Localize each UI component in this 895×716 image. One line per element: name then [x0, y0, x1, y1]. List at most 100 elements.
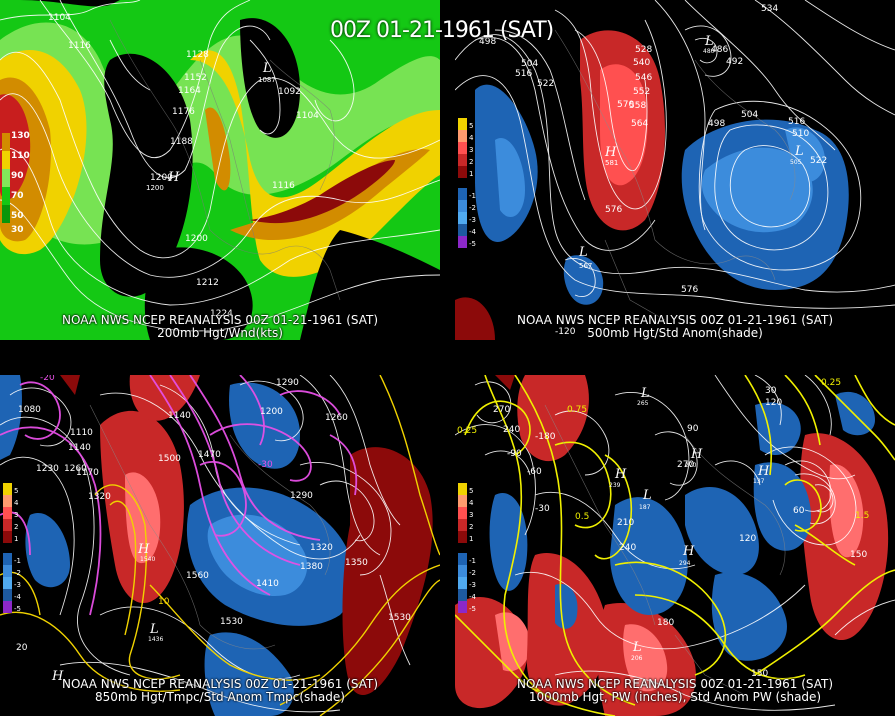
high-center: H	[604, 145, 617, 160]
contour-label: 1500	[158, 454, 181, 464]
high-center-value: 239	[609, 482, 621, 489]
contour-label: 1116	[272, 181, 295, 191]
contour-label: 1152	[184, 73, 207, 83]
high-center: H	[137, 542, 150, 557]
high-center: H	[757, 464, 770, 479]
contour-label: 1116	[68, 41, 91, 51]
contour-label: 1080	[18, 405, 41, 415]
legend-label: -2	[469, 569, 476, 577]
legend-labels-500mb: 5 4 3 2 1 -1 -2 -3 -4 -5	[469, 122, 477, 248]
contour-label: 1290	[290, 491, 313, 501]
low-center: L	[262, 61, 272, 76]
contour-labels-500mb: 534 498 504 516 522 528 540 546 552 558 …	[479, 4, 827, 295]
legend-label: -4	[469, 593, 477, 601]
pressure-centers-200mb: H 1200 L 1087	[146, 61, 276, 192]
high-center: H	[682, 544, 695, 559]
contour-label: 504	[521, 59, 538, 69]
legend-500mb	[458, 118, 467, 248]
contour-label: 498	[479, 37, 496, 47]
contour-label: 546	[635, 73, 652, 83]
contour-labels-850mb: 1080 1110 1140 1170 1230 1260 1320 1500 …	[16, 375, 411, 653]
legend-label: 4	[469, 499, 474, 507]
contour-label: 1.5	[855, 511, 869, 521]
contour-label: 120	[765, 398, 782, 408]
legend-label: -5	[469, 605, 476, 613]
legend-200mb	[2, 115, 10, 223]
contour-label: 270	[677, 460, 694, 470]
contour-label: 498	[708, 119, 725, 129]
high-center: H	[614, 467, 627, 482]
low-center-value: 1436	[148, 636, 163, 643]
legend-label: 5	[469, 122, 473, 130]
contour-label: -60	[527, 467, 542, 477]
contour-label: 240	[619, 543, 636, 553]
contour-label: 576	[681, 285, 698, 295]
legend-labels-1000mb: 5 4 3 2 1 -1 -2 -3 -4 -5	[469, 487, 477, 613]
legend-label: 70	[11, 191, 24, 201]
contour-labels-1000mb: 270 240 -90 -60 -30 90 120 60 30 0.25 0.…	[457, 378, 869, 679]
high-center: H	[167, 170, 180, 185]
legend-labels-200mb: 130 110 90 70 50 30	[11, 131, 30, 235]
panel-200mb: 130 110 90 70 50 30 1104 1116 1128 1152 …	[0, 0, 440, 340]
contour-label: 120	[739, 534, 756, 544]
legend-label: -1	[14, 557, 21, 565]
main-title: 00Z 01-21-1961 (SAT)	[330, 18, 554, 43]
contour-label: 1110	[70, 428, 93, 438]
map-850mb: 5 4 3 2 1 -1 -2 -3 -4 -5 1080 1110 1140 …	[0, 375, 440, 716]
contour-label: 534	[761, 4, 778, 14]
legend-label: -5	[469, 240, 476, 248]
contour-label: 1290	[276, 378, 299, 388]
pressure-centers-850mb: H 1540 L 1436 H	[51, 542, 163, 684]
contour-label: 1140	[68, 443, 91, 453]
longitude-label: -120	[555, 327, 576, 337]
low-center-value: 206	[631, 655, 643, 662]
caption-line2: 850mb Hgt/Tmpc/Std Anom Tmpc(shade)	[95, 690, 345, 704]
legend-label: 110	[11, 151, 30, 161]
contour-label: -90	[507, 449, 522, 459]
legend-label: -1	[469, 557, 476, 565]
caption-line2: 500mb Hgt/Std Anom(shade)	[587, 326, 763, 340]
contour-label: 1200	[260, 407, 283, 417]
contour-label: -30	[258, 460, 273, 470]
legend-label: -4	[14, 593, 22, 601]
panel-850mb: 5 4 3 2 1 -1 -2 -3 -4 -5 1080 1110 1140 …	[0, 375, 440, 716]
contour-label: 90	[687, 424, 699, 434]
high-center-value: 270	[685, 462, 697, 469]
contour-label: 1260	[325, 413, 348, 423]
high-center-value: 1200	[146, 184, 164, 192]
contour-label: 1560	[186, 571, 209, 581]
contour-label: 0.5	[575, 512, 589, 522]
contour-label: 1224	[210, 309, 233, 319]
map-1000mb: 5 4 3 2 1 -1 -2 -3 -4 -5 270 240 -90 -60…	[455, 375, 895, 716]
legend-label: 5	[14, 487, 18, 495]
contour-label: 1410	[256, 579, 279, 589]
caption-line1: NOAA NWS NCEP REANALYSIS 00Z 01-21-1961 …	[61, 677, 379, 691]
legend-1000mb	[458, 483, 467, 613]
legend-label: -3	[469, 216, 476, 224]
caption-line1: NOAA NWS NCEP REANALYSIS 00Z 01-21-1961 …	[516, 313, 834, 327]
pressure-centers-1000mb: H 270 H 239 L 187 H 294 L 265 H 137 L 20…	[609, 386, 770, 662]
legend-labels-850mb: 5 4 3 2 1 -1 -2 -3 -4 -5	[14, 487, 22, 613]
legend-label: 1	[469, 535, 473, 543]
legend-label: 1	[14, 535, 18, 543]
contour-label: 0.25	[457, 426, 477, 436]
contour-label: 150	[751, 669, 768, 679]
caption-line2: 200mb Hgt/Wnd(kts)	[157, 326, 283, 340]
contour-label: 150	[850, 550, 867, 560]
legend-label: 3	[469, 146, 473, 154]
contour-label: 558	[629, 101, 646, 111]
map-200mb: 130 110 90 70 50 30 1104 1116 1128 1152 …	[0, 0, 440, 340]
low-center-value: 505	[790, 159, 802, 166]
contour-label: 1470	[198, 450, 221, 460]
contour-label: 20	[16, 643, 28, 653]
legend-label: 50	[11, 211, 24, 221]
contour-label: 180	[657, 618, 674, 628]
contour-label: 528	[635, 45, 652, 55]
contour-label: 1320	[310, 543, 333, 553]
contour-label: 570	[617, 100, 634, 110]
contour-label: 1092	[278, 87, 301, 97]
map-500mb: 5 4 3 2 1 -1 -2 -3 -4 -5 534 498 504 516…	[455, 0, 895, 340]
contour-label: 1170	[76, 468, 99, 478]
contour-label: -30	[535, 504, 550, 514]
panel-500mb: 5 4 3 2 1 -1 -2 -3 -4 -5 534 498 504 516…	[455, 0, 895, 340]
